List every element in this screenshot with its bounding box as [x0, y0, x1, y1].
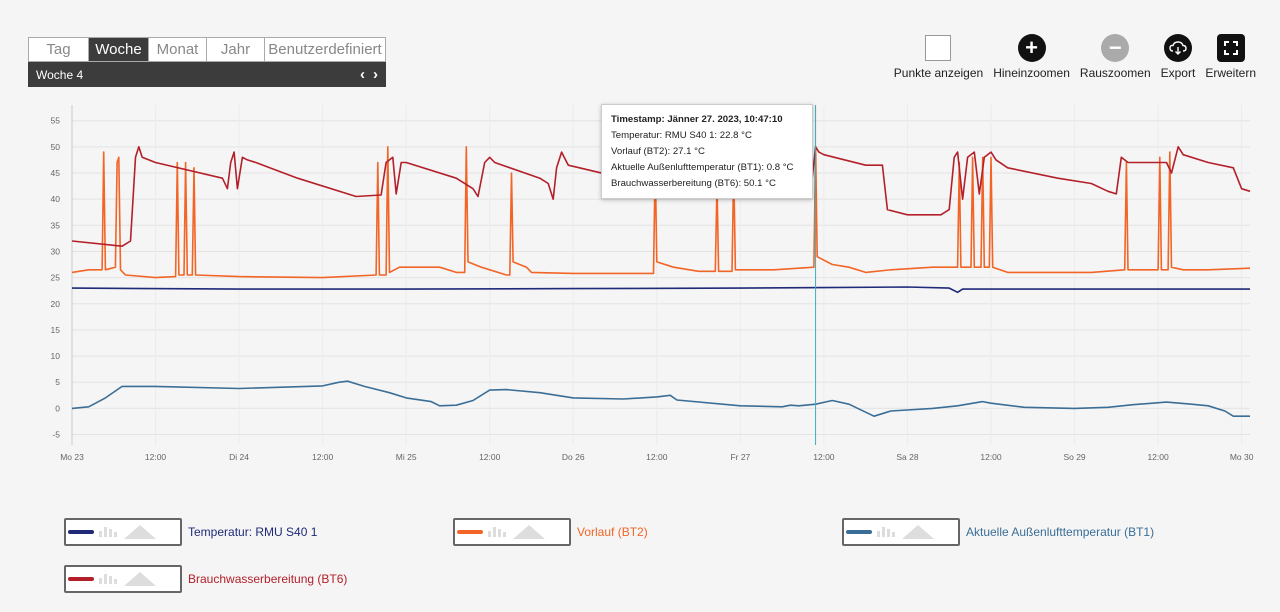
x-tick-label: 12:00 — [312, 452, 334, 462]
y-tick-label: 15 — [51, 325, 61, 335]
checkbox-icon[interactable] — [925, 35, 952, 61]
x-tick-label: Sa 28 — [896, 452, 918, 462]
chevron-right-icon[interactable]: › — [373, 66, 378, 83]
week-label: Woche 4 — [36, 67, 84, 82]
x-tick-label: Mo 23 — [60, 452, 84, 462]
tooltip-line: Aktuelle Außenlufttemperatur (BT1): 0.8 … — [611, 162, 794, 173]
tab-woche[interactable]: Woche — [89, 38, 149, 61]
y-tick-label: 10 — [51, 351, 61, 361]
zoom-in-button[interactable]: + Hineinzoomen — [993, 34, 1070, 80]
y-tick-label: 0 — [55, 403, 60, 413]
zoom-out-button[interactable]: − Rauszoomen — [1080, 34, 1151, 80]
show-points-label: Punkte anzeigen — [893, 66, 984, 80]
zoom-out-label: Rauszoomen — [1079, 66, 1151, 80]
export-label: Export — [1160, 66, 1196, 80]
week-navigator: Woche 4 ‹ › — [28, 62, 386, 87]
x-tick-label: 12:00 — [145, 452, 167, 462]
y-tick-label: 5 — [55, 377, 60, 387]
cloud-download-icon — [1163, 34, 1192, 62]
tooltip-line: Brauchwasserbereitung (BT6): 50.1 °C — [611, 178, 776, 189]
line-chart[interactable]: 55 50 45 40 35 30 25 20 15 10 5 0 -5 Mo 23 12:00 Di 24 1… — [30, 100, 1255, 475]
expand-button[interactable]: Erweitern — [1205, 34, 1256, 80]
series-line — [71, 380, 1250, 417]
series-line — [71, 286, 1250, 294]
tooltip-line: Temperatur: RMU S40 1: 22.8 °C — [611, 130, 752, 141]
x-tick-label: Fr 27 — [730, 452, 750, 462]
y-tick-label: 50 — [51, 142, 61, 152]
legend-item[interactable]: Temperatur: RMU S40 1 — [64, 518, 317, 546]
y-tick-label: 30 — [51, 246, 61, 256]
tooltip-line: Vorlauf (BT2): 27.1 °C — [611, 146, 705, 157]
show-points-button[interactable]: Punkte anzeigen — [894, 34, 983, 80]
legend-item[interactable]: Brauchwasserbereitung (BT6) — [64, 565, 347, 593]
legend-label: Vorlauf (BT2) — [577, 525, 648, 539]
chevron-left-icon[interactable]: ‹ — [360, 66, 365, 83]
legend-swatch — [64, 518, 182, 546]
legend-swatch — [842, 518, 960, 546]
legend-label: Temperatur: RMU S40 1 — [188, 525, 318, 539]
x-tick-label: 12:00 — [980, 452, 1002, 462]
y-tick-label: 20 — [51, 299, 61, 309]
tab-jahr[interactable]: Jahr — [207, 38, 265, 61]
legend-item[interactable]: Aktuelle Außenlufttemperatur (BT1) — [842, 518, 1154, 546]
y-tick-label: 25 — [51, 273, 61, 283]
x-tick-label: Mi 25 — [396, 452, 417, 462]
tab-benutzerdefiniert[interactable]: Benutzerdefiniert — [268, 41, 382, 58]
y-tick-label: 35 — [51, 220, 61, 230]
minus-icon: − — [1101, 34, 1130, 62]
fullscreen-icon — [1216, 34, 1245, 62]
period-selector: Tag Woche Monat Jahr Benutzerdefiniert Woche… — [28, 37, 386, 87]
y-tick-label: 45 — [51, 168, 61, 178]
plus-icon: + — [1017, 34, 1046, 62]
legend-label: Aktuelle Außenlufttemperatur (BT1) — [966, 525, 1155, 539]
y-tick-label: 55 — [51, 116, 61, 126]
zoom-in-label: Hineinzoomen — [993, 66, 1070, 80]
legend-item[interactable]: Vorlauf (BT2) — [453, 518, 648, 546]
x-tick-label: Do 26 — [562, 452, 585, 462]
x-tick-label: 12:00 — [479, 452, 501, 462]
x-tick-label: Di 24 — [229, 452, 249, 462]
export-button[interactable]: Export — [1160, 34, 1196, 80]
series-line — [71, 146, 1251, 279]
tab-tag[interactable]: Tag — [29, 38, 89, 61]
y-tick-label: 40 — [51, 194, 61, 204]
chart-tooltip: Timestamp: Jänner 27. 2023, 10:47:10 Tem… — [601, 104, 813, 199]
x-tick-label: Mo 30 — [1230, 452, 1254, 462]
y-tick-label: -5 — [52, 430, 60, 440]
period-tabs: Tag Woche Monat Jahr Benutzerdefiniert — [28, 37, 386, 62]
legend-swatch — [453, 518, 571, 546]
x-tick-label: 12:00 — [646, 452, 668, 462]
expand-label: Erweitern — [1205, 66, 1256, 80]
tooltip-timestamp: Timestamp: Jänner 27. 2023, 10:47:10 — [611, 114, 783, 125]
chart-toolbar: Punkte anzeigen + Hineinzoomen − Rauszoo… — [884, 34, 1256, 80]
legend-label: Brauchwasserbereitung (BT6) — [188, 572, 348, 586]
tab-monat[interactable]: Monat — [149, 38, 207, 61]
x-tick-label: So 29 — [1063, 452, 1085, 462]
legend-swatch — [64, 565, 182, 593]
x-tick-label: 12:00 — [1147, 452, 1169, 462]
x-tick-label: 12:00 — [813, 452, 835, 462]
